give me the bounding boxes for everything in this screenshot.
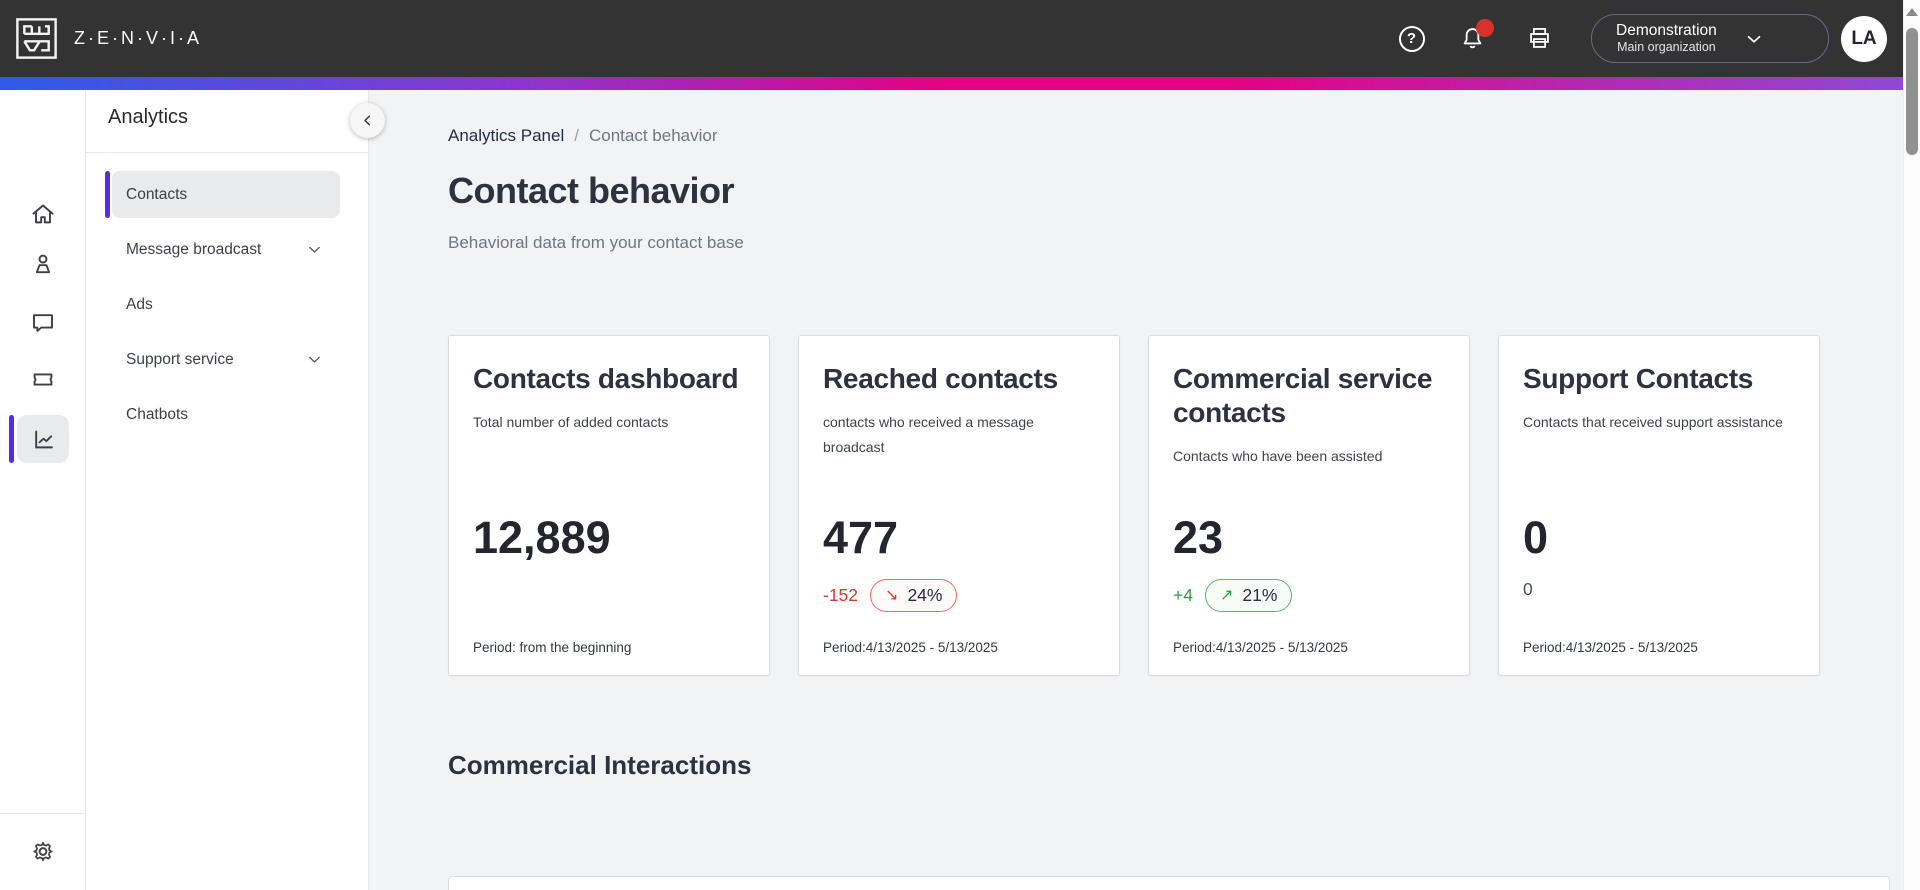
org-subtitle: Main organization (1617, 40, 1716, 55)
delta-value: +4 (1173, 584, 1193, 605)
page-subtitle: Behavioral data from your contact base (448, 233, 744, 252)
brand-name: Z·E·N·V·I·A (74, 28, 202, 48)
sidebar-item-support-service[interactable]: Support service (112, 336, 340, 383)
page-title: Contact behavior (448, 170, 735, 211)
card-title: Reached contacts (823, 363, 1058, 394)
help-icon[interactable]: ? (1398, 25, 1425, 52)
org-switcher[interactable]: Demonstration Main organization (1591, 14, 1829, 63)
card-value: 0 (1523, 512, 1549, 563)
trend-down-icon: ↘ (885, 585, 899, 605)
sidebar-item-chatbots[interactable]: Chatbots (112, 391, 340, 438)
sidebar-item-label: Chatbots (126, 405, 189, 423)
trend-up-icon: ↗ (1219, 585, 1234, 605)
tickets-icon[interactable] (29, 366, 56, 393)
printer-icon[interactable] (1526, 25, 1553, 52)
trend-percent: 24% (907, 585, 943, 605)
sidebar-item-label: Ads (126, 295, 153, 313)
sidebar-divider (86, 152, 368, 153)
kpi-cards-row: Contacts dashboard Total number of added… (448, 335, 1820, 676)
delta-value: 0 (1523, 579, 1533, 599)
conversations-icon[interactable] (29, 309, 56, 336)
sidebar-item-contacts[interactable]: Contacts (105, 171, 340, 218)
active-indicator-bar (9, 415, 14, 463)
zenvia-logo-icon (14, 16, 59, 61)
scrollbar-thumb[interactable] (1906, 28, 1918, 155)
card-period: Period:4/13/2025 - 5/13/2025 (1523, 640, 1698, 655)
sidebar-item-label: Message broadcast (126, 240, 262, 258)
chevron-down-icon (1743, 28, 1765, 50)
sidebar-collapse-button[interactable] (350, 103, 385, 138)
breadcrumb: Analytics Panel / Contact behavior (448, 126, 718, 146)
card-delta-row: +4 ↗ 21% (1173, 579, 1293, 612)
section-title-commercial-interactions: Commercial Interactions (448, 750, 752, 780)
card-value: 477 (823, 512, 899, 563)
main-content: Analytics Panel / Contact behavior Conta… (369, 90, 1903, 890)
card-contacts-dashboard: Contacts dashboard Total number of added… (448, 335, 770, 676)
card-support-contacts: Support Contacts Contacts that received … (1498, 335, 1820, 676)
avatar[interactable]: LA (1841, 15, 1887, 62)
sidebar-item-label: Support service (126, 350, 234, 368)
sidebar-item-label: Contacts (126, 185, 188, 203)
top-bar-actions: ? Demonstration Main organization (1398, 14, 1887, 63)
card-value: 12,889 (473, 512, 611, 563)
card-delta-row: 0 (1523, 579, 1533, 600)
trend-percent: 21% (1242, 585, 1278, 605)
settings-gear-icon[interactable] (29, 838, 56, 865)
commercial-interactions-card (448, 876, 1890, 890)
card-description: Contacts that received support assistanc… (1523, 414, 1783, 431)
rail-divider (0, 813, 85, 814)
top-bar: Z·E·N·V·I·A ? Demonstration Main organiz… (0, 0, 1903, 77)
sidebar-item-ads[interactable]: Ads (112, 281, 340, 328)
card-description: Total number of added contacts (473, 414, 669, 431)
chevron-down-icon (305, 240, 324, 259)
contacts-icon[interactable] (29, 251, 56, 278)
card-title: Support Contacts (1523, 363, 1754, 394)
analytics-icon[interactable] (17, 415, 69, 463)
card-commercial-service-contacts: Commercial service contacts Contacts who… (1148, 335, 1470, 676)
sidebar-item-message-broadcast[interactable]: Message broadcast (112, 226, 340, 273)
analytics-sidebar: Analytics Contacts Message broadcast Ads… (86, 90, 385, 890)
notification-badge (1476, 19, 1494, 37)
card-period: Period:4/13/2025 - 5/13/2025 (1173, 640, 1348, 655)
card-title: Contacts dashboard (473, 363, 739, 394)
card-description: contacts who received a message broadcas… (823, 414, 1034, 456)
card-delta-row: -152 ↘ 24% (823, 579, 958, 612)
trend-badge: ↗ 21% (1204, 579, 1293, 612)
breadcrumb-current: Contact behavior (588, 126, 718, 145)
sidebar-menu: Contacts Message broadcast Ads Support s… (105, 171, 340, 446)
card-description: Contacts who have been assisted (1173, 448, 1383, 465)
chevron-down-icon (305, 350, 324, 369)
brand: Z·E·N·V·I·A (14, 16, 202, 61)
card-period: Period:4/13/2025 - 5/13/2025 (823, 640, 998, 655)
brand-gradient-bar (0, 77, 1903, 90)
org-name: Demonstration (1616, 22, 1717, 39)
card-period: Period: from the beginning (473, 640, 632, 655)
home-icon[interactable] (29, 201, 56, 228)
card-reached-contacts: Reached contacts contacts who received a… (798, 335, 1120, 676)
breadcrumb-separator: / (574, 126, 579, 145)
scrollbar-up-arrow[interactable] (1906, 8, 1918, 16)
notifications-bell-icon[interactable] (1459, 19, 1494, 52)
card-title: Commercial service contacts (1173, 363, 1433, 429)
trend-badge: ↘ 24% (870, 579, 958, 612)
sidebar-title: Analytics (108, 106, 189, 128)
delta-value: -152 (823, 584, 859, 605)
vertical-scrollbar[interactable] (1903, 0, 1920, 890)
breadcrumb-analytics-panel[interactable]: Analytics Panel (448, 126, 565, 145)
card-value: 23 (1173, 512, 1224, 563)
icon-rail (0, 90, 86, 890)
active-indicator-bar (105, 171, 110, 218)
